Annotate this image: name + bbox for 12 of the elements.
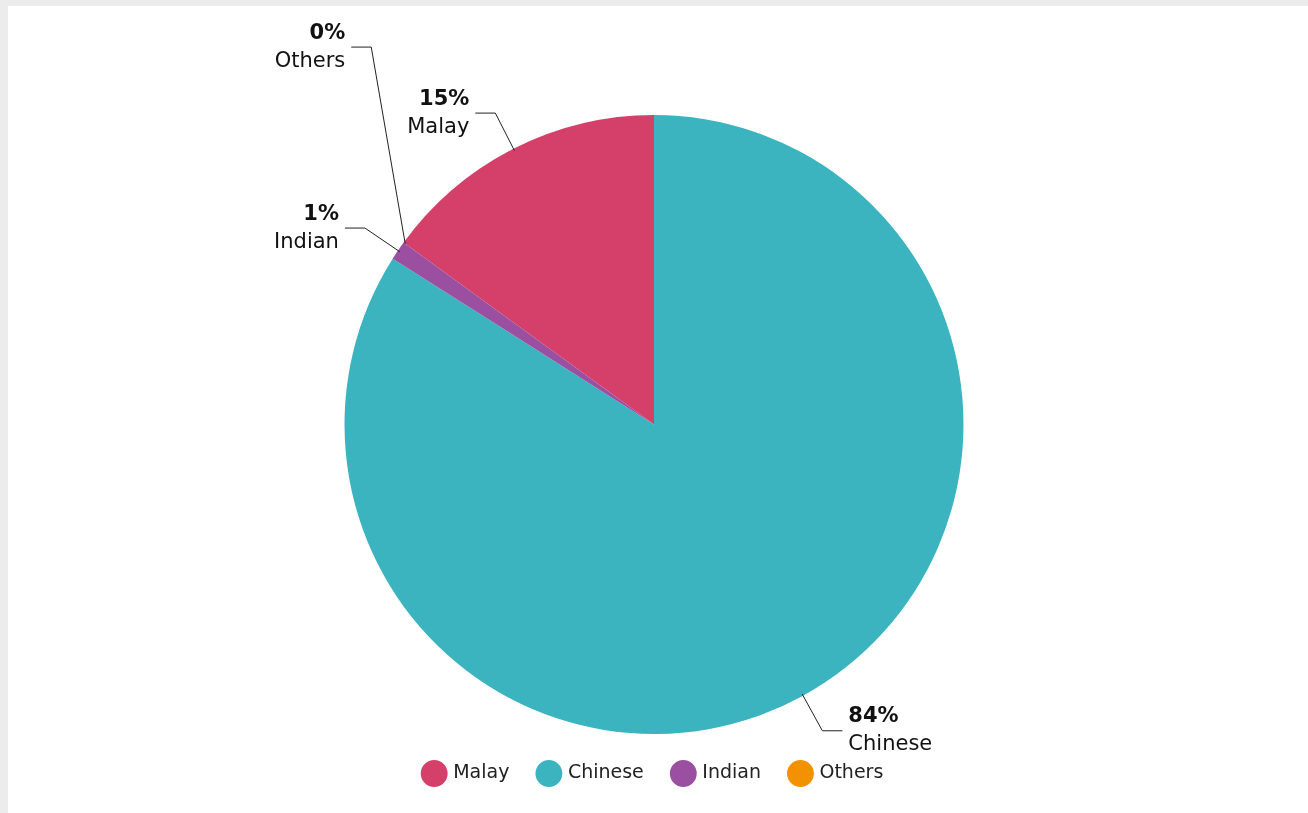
slice-label: Indian xyxy=(274,228,339,253)
text: 0% xyxy=(309,19,346,44)
legend-label: Indian xyxy=(702,760,761,783)
data-label: 1% xyxy=(303,200,339,225)
category-label: Others xyxy=(274,47,346,72)
legend-label: Malay xyxy=(453,760,510,783)
slice-label: Chinese xyxy=(848,731,933,756)
legend-label: Chinese xyxy=(567,760,644,783)
legend-label: Others xyxy=(819,760,884,783)
slice-label: Malay xyxy=(407,113,470,138)
data-label: 15% xyxy=(419,85,470,110)
data-label: 84% xyxy=(848,703,899,728)
